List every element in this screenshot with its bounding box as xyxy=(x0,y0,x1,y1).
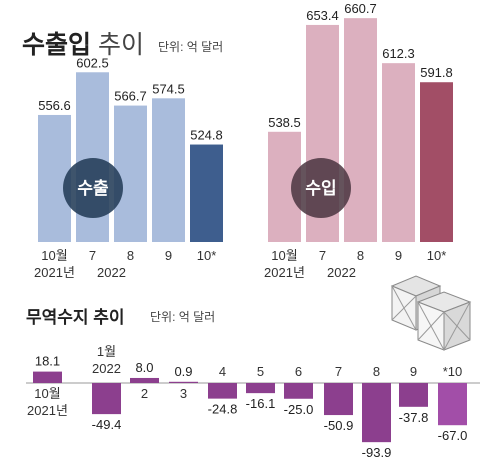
exports-value-label: 524.8 xyxy=(190,128,223,143)
balance-tick-label: 6 xyxy=(295,364,302,379)
balance-tick-label: 1월 xyxy=(97,344,116,359)
imports-value-label: 538.5 xyxy=(268,115,301,130)
exports-year-label: 2022 xyxy=(97,265,126,280)
balance-tick-label: 5 xyxy=(257,364,264,379)
page-title-suffix: 추이 xyxy=(98,31,144,59)
exports-bar xyxy=(152,98,185,242)
imports-tick-label: 10* xyxy=(427,248,447,263)
balance-tick-label: 3 xyxy=(180,386,187,401)
unit-label: 단위: 억 달러 xyxy=(158,40,223,54)
imports-circle xyxy=(291,158,351,218)
balance-chart: 18.1 -49.4 8.0 0.9 -24.8 -16.1 -25.0 -50.9 -93.9… xyxy=(26,344,480,460)
imports-bar xyxy=(382,63,415,243)
imports-tick-label: 8 xyxy=(357,248,364,263)
imports-value-label: 660.7 xyxy=(344,1,377,16)
imports-value-label: 612.3 xyxy=(382,46,415,61)
exports-tick-label: 10* xyxy=(197,248,217,263)
exports-circle-label: 수출 xyxy=(77,179,109,198)
exports-value-label: 566.7 xyxy=(114,89,147,104)
balance-bar xyxy=(208,383,237,399)
balance-value-label: -49.4 xyxy=(92,417,122,432)
exports-chart: 556.6 10월 602.5 7 566.7 8 574.5 9 524.8 10* 2021년 2… xyxy=(34,55,223,280)
balance-value-label: -50.9 xyxy=(324,418,354,433)
balance-value-label: -93.9 xyxy=(362,445,392,460)
balance-tick-label: 9 xyxy=(410,364,417,379)
exports-value-label: 556.6 xyxy=(38,98,71,113)
exports-bar xyxy=(190,144,223,242)
exports-tick-label: 8 xyxy=(127,248,134,263)
balance-bar xyxy=(324,383,353,416)
balance-value-label: -37.8 xyxy=(399,410,429,425)
imports-value-label: 591.8 xyxy=(420,65,453,80)
balance-bar xyxy=(130,377,159,383)
imports-value-label: 653.4 xyxy=(306,8,339,23)
imports-chart: 538.5 10월 653.4 7 660.7 8 612.3 9 591.8 10* 2021년 2… xyxy=(264,1,453,280)
balance-value-label: -16.1 xyxy=(246,396,276,411)
balance-year-label: 2022 xyxy=(92,361,121,376)
imports-bar xyxy=(420,82,453,242)
imports-circle-label: 수입 xyxy=(305,179,336,198)
imports-tick-label: 9 xyxy=(395,248,402,263)
shipping-box-icon xyxy=(390,275,472,351)
exports-tick-label: 9 xyxy=(165,248,172,263)
page-title: 수출입 xyxy=(22,31,91,59)
balance-tick-label: 8 xyxy=(373,364,380,379)
balance-value-label: -24.8 xyxy=(208,402,238,417)
balance-bar xyxy=(362,383,391,443)
balance-tick-label: *10 xyxy=(443,364,463,379)
imports-tick-label: 7 xyxy=(319,248,326,263)
balance-value-label: -67.0 xyxy=(438,428,468,443)
exports-tick-label: 7 xyxy=(89,248,96,263)
balance-tick-label: 10월 xyxy=(34,386,60,401)
balance-value-label: 0.9 xyxy=(174,364,192,379)
balance-bar xyxy=(33,371,62,383)
balance-unit-label: 단위: 억 달러 xyxy=(150,310,215,324)
imports-bar xyxy=(344,18,377,242)
imports-year-label: 2022 xyxy=(327,265,356,280)
balance-year-label: 2021년 xyxy=(27,403,68,418)
balance-tick-label: 7 xyxy=(335,364,342,379)
balance-bar xyxy=(284,383,313,399)
exports-value-label: 574.5 xyxy=(152,81,185,96)
balance-value-label: -25.0 xyxy=(284,402,314,417)
balance-bar xyxy=(399,383,428,407)
exports-bar xyxy=(114,105,147,242)
imports-year-label: 2021년 xyxy=(264,265,305,280)
balance-bar xyxy=(92,383,121,415)
balance-bar xyxy=(169,381,198,383)
exports-circle xyxy=(63,158,123,218)
exports-year-label: 2021년 xyxy=(34,265,75,280)
balance-bar xyxy=(438,383,467,426)
imports-tick-label: 10월 xyxy=(271,248,297,263)
balance-tick-label: 2 xyxy=(141,386,148,401)
balance-value-label: 18.1 xyxy=(35,354,60,369)
exports-tick-label: 10월 xyxy=(41,248,67,263)
balance-title: 무역수지 추이 xyxy=(26,308,125,327)
balance-tick-label: 4 xyxy=(219,364,226,379)
exports-value-label: 602.5 xyxy=(76,55,109,70)
balance-bar xyxy=(246,383,275,394)
balance-value-label: 8.0 xyxy=(135,360,153,375)
